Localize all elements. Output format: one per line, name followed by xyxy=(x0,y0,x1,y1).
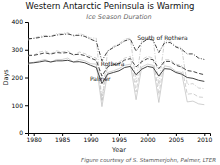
x-axis-title: Year xyxy=(111,146,126,154)
x-tick-label: 2005 xyxy=(169,136,184,143)
y-tick: 400 xyxy=(12,18,28,25)
x-tick-label: 1995 xyxy=(112,136,127,143)
x-tick: 1985 xyxy=(55,133,70,143)
y-tick-mark xyxy=(25,105,28,106)
x-tick: 1995 xyxy=(112,133,127,143)
x-axis: 1980 1985 1990 1995 2000 2005 2010 xyxy=(27,133,213,143)
x-tick: 2005 xyxy=(169,133,184,143)
y-tick-mark xyxy=(25,78,28,79)
caption: Figure courtesy of S. Stammerjohn, Palme… xyxy=(81,157,216,164)
x-tick: 1990 xyxy=(83,133,98,143)
y-tick-label: 400 xyxy=(12,18,24,25)
chart: 1980 1985 1990 1995 2000 2005 2010 0 100 200 300 40… xyxy=(0,0,220,165)
series-line xyxy=(28,51,204,100)
y-tick-mark xyxy=(25,50,28,51)
y-tick-mark xyxy=(25,22,28,23)
title: Western Antarctic Peninsula is Warming xyxy=(26,1,195,11)
series-line xyxy=(28,58,204,107)
x-tick: 2010 xyxy=(197,133,212,143)
y-tick: 300 xyxy=(12,46,28,53)
series-line xyxy=(28,33,204,102)
x-tick-label: 1985 xyxy=(55,136,70,143)
plot-area xyxy=(28,33,204,107)
y-tick: 0 xyxy=(19,129,28,136)
y-axis-title: Days xyxy=(2,69,10,86)
x-tick: 1980 xyxy=(27,133,42,143)
y-tick-label: 100 xyxy=(12,102,24,109)
y-axis-line xyxy=(25,23,29,134)
y-tick-label: 0 xyxy=(19,129,23,136)
series-line xyxy=(28,60,204,83)
y-tick-label: 200 xyxy=(12,74,24,81)
x-tick-label: 1990 xyxy=(83,136,98,143)
annotation: South of Rothera xyxy=(137,34,188,41)
x-tick: 2000 xyxy=(140,133,155,143)
y-tick: 100 xyxy=(12,102,28,109)
y-tick-mark xyxy=(25,133,28,134)
subtitle: Ice Season Duration xyxy=(86,13,151,21)
x-tick-label: 1980 xyxy=(27,136,42,143)
annotation: Rothera xyxy=(101,60,125,67)
series-line xyxy=(28,34,204,61)
y-axis: 0 100 200 300 400 xyxy=(12,18,29,136)
y-tick: 200 xyxy=(12,74,28,81)
annotation: Palmer xyxy=(90,75,111,82)
y-tick-label: 300 xyxy=(12,46,24,53)
x-tick-label: 2010 xyxy=(197,136,212,143)
x-tick-label: 2000 xyxy=(140,136,155,143)
